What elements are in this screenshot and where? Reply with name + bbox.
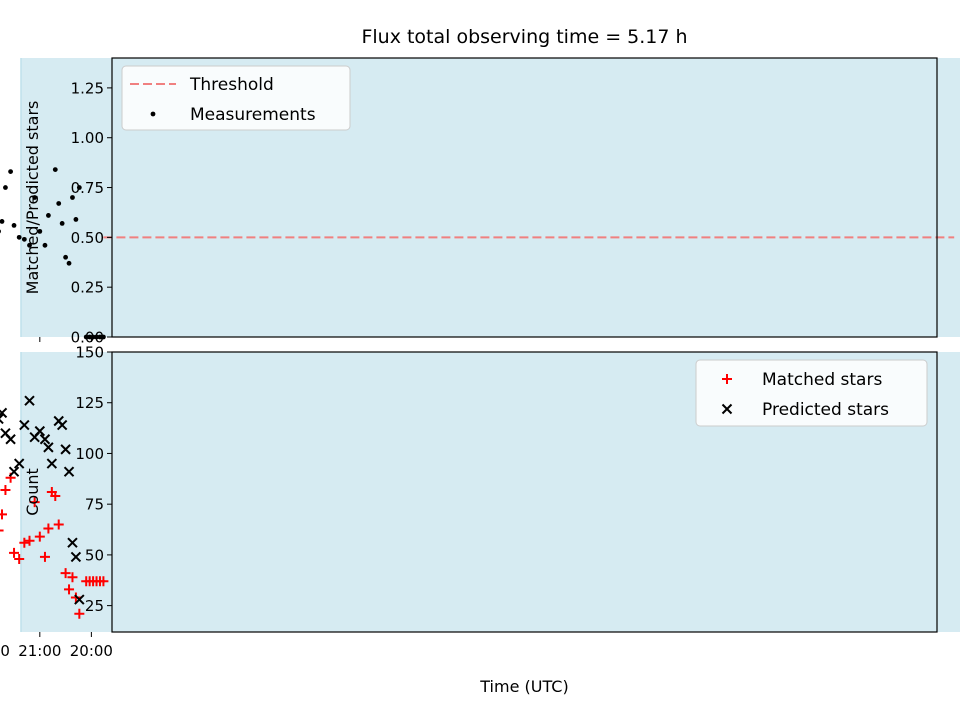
predicted-star-point bbox=[13, 458, 25, 469]
matched-star-point bbox=[29, 497, 40, 508]
predicted-star-point bbox=[0, 427, 11, 439]
measurement-point bbox=[0, 229, 1, 234]
measurement-point bbox=[66, 260, 72, 266]
predicted-star-point bbox=[53, 415, 64, 427]
measurement-point bbox=[21, 236, 27, 242]
y-tick-label: 50 bbox=[85, 546, 104, 564]
y-tick-label: 1.00 bbox=[71, 129, 104, 147]
measurement-point bbox=[32, 195, 38, 200]
measurement-point bbox=[56, 201, 62, 206]
predicted-star-point bbox=[19, 419, 30, 431]
count-panel: 25507510012515020:0021:0022:0023:0000:00… bbox=[0, 344, 960, 696]
matched-star-point bbox=[67, 572, 78, 583]
matched-star-point bbox=[64, 584, 75, 595]
measurement-point bbox=[3, 185, 8, 190]
x-tick-label: 20:00 bbox=[70, 642, 113, 660]
matched-star-point bbox=[0, 484, 11, 495]
legend-predicted-swatch bbox=[721, 403, 733, 415]
measurement-point bbox=[94, 334, 99, 340]
matched-star-point bbox=[19, 537, 30, 548]
measurement-point bbox=[63, 254, 68, 260]
y-tick-label: 150 bbox=[75, 344, 104, 362]
measurement-point bbox=[87, 334, 93, 340]
legend-measurements-swatch bbox=[150, 111, 156, 117]
y-tick-label: 125 bbox=[75, 394, 104, 412]
axes-frame bbox=[111, 57, 938, 338]
matched-star-point bbox=[24, 535, 35, 546]
y-tick-label: 100 bbox=[75, 445, 104, 463]
y-tick-label: 75 bbox=[85, 496, 104, 514]
predicted-star-point bbox=[74, 594, 85, 605]
matched-star-point bbox=[81, 576, 92, 587]
measurement-point bbox=[0, 219, 5, 224]
matched-star-point bbox=[9, 547, 20, 558]
predicted-star-point bbox=[60, 444, 71, 455]
measurement-point bbox=[73, 217, 79, 222]
predicted-star-point bbox=[29, 432, 40, 443]
measurement-point bbox=[90, 334, 96, 340]
matched-star-point bbox=[14, 553, 25, 564]
predicted-star-point bbox=[0, 413, 4, 425]
x-tick-label: 22:00 bbox=[0, 642, 10, 660]
measurement-point bbox=[11, 223, 17, 228]
legend-box bbox=[695, 359, 928, 427]
measurement-point bbox=[52, 167, 58, 173]
y-tick-label: 0.75 bbox=[71, 179, 104, 197]
matched-star-point bbox=[39, 551, 50, 562]
y-tick-label: 0.25 bbox=[71, 279, 104, 297]
ratio-panel: 0.000.250.500.751.001.25Matched/Predicte… bbox=[0, 26, 960, 347]
predicted-star-point bbox=[0, 407, 8, 419]
x-tick-label: 21:00 bbox=[18, 642, 61, 660]
measurement-point bbox=[70, 195, 75, 200]
y-tick-label: 0.50 bbox=[71, 229, 104, 247]
matched-star-point bbox=[46, 487, 57, 497]
legend-measurements-label: Measurements bbox=[190, 105, 316, 125]
matched-star-point bbox=[53, 519, 64, 530]
y-tick-label: 25 bbox=[85, 597, 104, 615]
legend-threshold-label: Threshold bbox=[189, 75, 274, 95]
measurement-point bbox=[59, 221, 65, 226]
predicted-star-point bbox=[70, 551, 82, 563]
measurement-point bbox=[8, 169, 13, 174]
matched-star-point bbox=[0, 509, 7, 520]
matched-star-point bbox=[34, 531, 45, 542]
legend-bottom: Matched stars Predicted stars bbox=[695, 359, 928, 427]
predicted-star-point bbox=[67, 537, 78, 548]
measurement-point bbox=[42, 242, 48, 248]
predicted-star-point bbox=[63, 466, 75, 477]
matched-star-point bbox=[60, 568, 71, 579]
measurement-point bbox=[16, 234, 22, 240]
legend-predicted-label: Predicted stars bbox=[762, 400, 889, 420]
predicted-star-point bbox=[39, 434, 51, 445]
legend-matched-label: Matched stars bbox=[762, 370, 882, 390]
axes-frame bbox=[111, 351, 938, 633]
y-axis-label: Count bbox=[23, 468, 42, 516]
y-tick-label: 1.25 bbox=[71, 79, 104, 97]
measurement-point bbox=[37, 228, 43, 234]
x-axis-label: Time (UTC) bbox=[479, 677, 568, 696]
measurement-point bbox=[27, 242, 32, 248]
legend-matched-swatch bbox=[722, 374, 732, 384]
predicted-star-point bbox=[24, 395, 35, 406]
measurement-point bbox=[83, 334, 89, 340]
predicted-star-point bbox=[43, 442, 54, 453]
measurement-point bbox=[101, 334, 106, 340]
legend-top: Threshold Measurements bbox=[121, 65, 351, 131]
legend-box bbox=[121, 65, 351, 131]
y-axis-label: Matched/Predicted stars bbox=[23, 101, 42, 295]
matched-star-point bbox=[0, 529, 4, 532]
matched-star-point bbox=[74, 608, 85, 619]
predicted-star-point bbox=[46, 458, 58, 469]
measurement-point bbox=[76, 185, 82, 190]
measurement-point bbox=[46, 213, 51, 218]
predicted-star-point bbox=[8, 466, 20, 477]
measurement-point bbox=[97, 334, 103, 340]
matched-star-point bbox=[43, 523, 54, 534]
chart-title: Flux total observing time = 5.17 h bbox=[361, 26, 687, 48]
